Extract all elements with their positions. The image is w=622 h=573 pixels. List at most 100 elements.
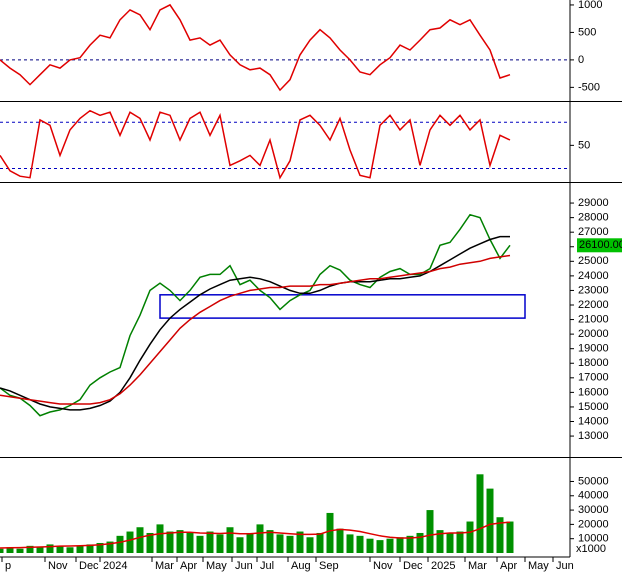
- volume-bar: [476, 474, 484, 553]
- x-tick-label: 2024: [103, 560, 127, 572]
- volume-bar: [456, 531, 464, 553]
- y-tick-label: 1000: [578, 0, 602, 11]
- volume-bar: [36, 547, 44, 553]
- volume-bar: [346, 534, 354, 553]
- y-tick-label: 40000: [578, 490, 609, 502]
- x-tick-label: Mar: [155, 560, 174, 572]
- x-tick-label: Apr: [500, 560, 517, 572]
- volume-bar: [466, 521, 474, 553]
- x-tick-label: Dec: [79, 560, 99, 572]
- y-tick-label: 18000: [578, 357, 609, 369]
- series-line: [0, 213, 511, 417]
- volume-bar: [126, 531, 134, 553]
- volume-bar: [426, 510, 434, 553]
- y-tick-label: 17000: [578, 372, 609, 384]
- y-tick-label: 23000: [578, 284, 609, 296]
- y-tick-label: 20000: [578, 328, 609, 340]
- y-tick-label: 15000: [578, 401, 609, 413]
- y-tick-label: 0: [578, 54, 584, 66]
- x-tick-label: Jun: [235, 560, 253, 572]
- x-tick-label: Aug: [291, 560, 311, 572]
- volume-bar: [266, 530, 274, 553]
- volume-bar: [396, 537, 404, 553]
- volume-bar: [446, 532, 454, 553]
- y-tick-label: 10000: [578, 533, 609, 545]
- volume-bar: [296, 531, 304, 553]
- volume-bar: [0, 548, 4, 553]
- volume-bar: [146, 532, 154, 553]
- volume-bar: [386, 538, 394, 553]
- last-price-box: [577, 238, 622, 253]
- volume-bar: [46, 544, 54, 553]
- volume-bar: [26, 545, 34, 553]
- x-tick-label: May: [206, 560, 227, 572]
- x-tick-label: Jul: [260, 560, 274, 572]
- volume-bar: [326, 512, 334, 553]
- y-tick-label: 16000: [578, 386, 609, 398]
- y-tick-label: 29000: [578, 197, 609, 209]
- y-tick-label: 50: [578, 139, 590, 151]
- volume-bar: [246, 532, 254, 553]
- volume-bar: [376, 540, 384, 553]
- volume-bar: [496, 517, 504, 553]
- volume-bar: [436, 530, 444, 553]
- x-tick-label: p: [5, 560, 11, 572]
- volume-bar: [166, 531, 174, 553]
- volume-bar: [136, 527, 144, 553]
- volume-bar: [76, 545, 84, 553]
- volume-bar: [206, 531, 214, 553]
- volume-bar: [256, 524, 264, 553]
- volume-bar: [196, 535, 204, 553]
- y-tick-label: 27000: [578, 226, 609, 238]
- y-tick-label: 28000: [578, 212, 609, 224]
- volume-bar: [156, 524, 164, 553]
- y-tick-label: 30000: [578, 504, 609, 516]
- price-zone: [159, 294, 526, 319]
- series-line: [0, 254, 511, 405]
- x-tick-label: May: [528, 560, 549, 572]
- y-tick-label: 50000: [578, 475, 609, 487]
- volume-bar: [356, 535, 364, 553]
- y-tick-label: 19000: [578, 343, 609, 355]
- y-tick-label: 14000: [578, 415, 609, 427]
- volume-bar: [316, 532, 324, 553]
- x-tick-label: 2025: [431, 560, 455, 572]
- volume-bar: [216, 534, 224, 553]
- y-tick-label: -500: [578, 81, 600, 93]
- volume-bar: [236, 537, 244, 553]
- y-tick-label: 25000: [578, 255, 609, 267]
- y-tick-label: 500: [578, 26, 596, 38]
- unit-label: x1000: [576, 543, 606, 555]
- y-tick-label: 24000: [578, 270, 609, 282]
- volume-bar: [106, 541, 114, 553]
- x-tick-label: Nov: [373, 560, 393, 572]
- volume-bar: [286, 535, 294, 553]
- volume-bar: [186, 532, 194, 553]
- x-tick-label: Nov: [48, 560, 68, 572]
- volume-bar: [226, 527, 234, 553]
- volume-bar: [276, 534, 284, 553]
- volume-bar: [336, 528, 344, 553]
- x-tick-label: Mar: [468, 560, 487, 572]
- volume-bar: [116, 535, 124, 553]
- series-line: [0, 109, 511, 180]
- series-line: [0, 235, 510, 411]
- series-line: [0, 3, 511, 92]
- volume-bar: [6, 547, 14, 553]
- y-tick-label: 20000: [578, 518, 609, 530]
- volume-bar: [416, 532, 424, 553]
- volume-bar: [506, 521, 514, 553]
- y-tick-label: 13000: [578, 430, 609, 442]
- x-tick-label: Sep: [319, 560, 339, 572]
- x-tick-label: Apr: [180, 560, 197, 572]
- volume-bar: [176, 530, 184, 553]
- last-price-label: 26100.00: [579, 239, 622, 251]
- volume-bar: [96, 542, 104, 553]
- x-tick-label: Jun: [556, 560, 574, 572]
- volume-bar: [486, 488, 494, 553]
- volume-bar: [306, 537, 314, 553]
- volume-bar: [406, 535, 414, 553]
- volume-bar: [86, 544, 94, 553]
- y-tick-label: 22000: [578, 299, 609, 311]
